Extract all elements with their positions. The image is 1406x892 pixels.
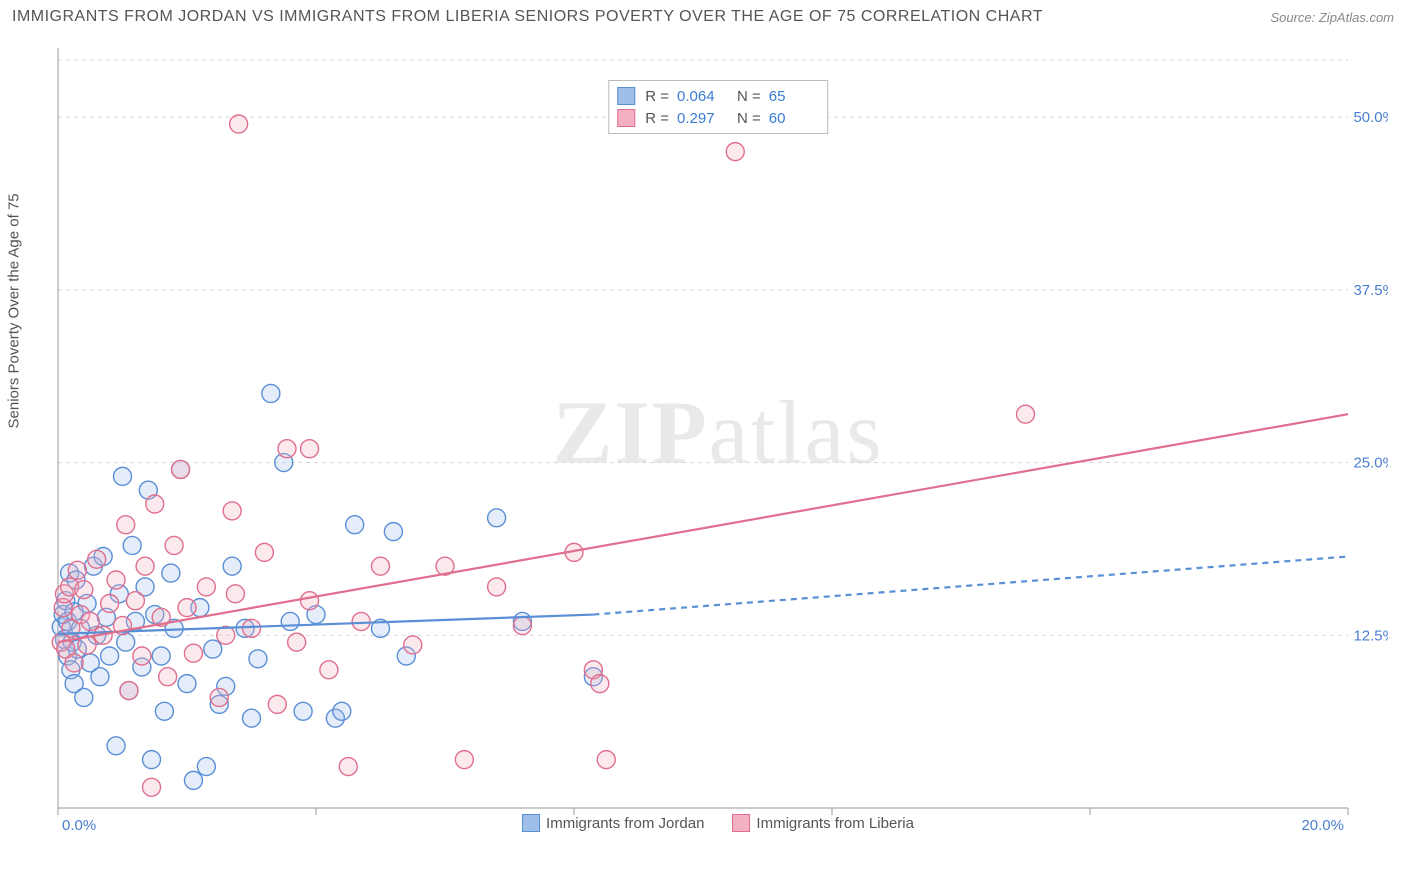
title-bar: IMMIGRANTS FROM JORDAN VS IMMIGRANTS FRO… bbox=[12, 8, 1394, 26]
svg-text:37.5%: 37.5% bbox=[1353, 282, 1388, 299]
legend-stats: R = 0.064 N = 65 R = 0.297 N = 60 bbox=[608, 80, 828, 134]
chart-area: ZIPatlas 12.5%25.0%37.5%50.0%0.0%20.0% R… bbox=[48, 38, 1388, 838]
r-label: R = bbox=[645, 110, 669, 127]
legend-swatch-liberia bbox=[732, 814, 750, 832]
r-value-jordan: 0.064 bbox=[677, 88, 727, 105]
n-label: N = bbox=[737, 110, 761, 127]
svg-text:12.5%: 12.5% bbox=[1353, 627, 1388, 644]
r-label: R = bbox=[645, 88, 669, 105]
legend-stats-row: R = 0.297 N = 60 bbox=[617, 107, 819, 129]
legend-swatch-jordan bbox=[522, 814, 540, 832]
legend-stats-row: R = 0.064 N = 65 bbox=[617, 85, 819, 107]
n-label: N = bbox=[737, 88, 761, 105]
svg-text:50.0%: 50.0% bbox=[1353, 109, 1388, 126]
n-value-jordan: 65 bbox=[769, 88, 819, 105]
source-attribution: Source: ZipAtlas.com bbox=[1270, 10, 1394, 25]
legend-label-liberia: Immigrants from Liberia bbox=[756, 815, 914, 832]
svg-text:20.0%: 20.0% bbox=[1301, 817, 1344, 834]
legend-swatch-liberia bbox=[617, 109, 635, 127]
legend-item-jordan: Immigrants from Jordan bbox=[522, 814, 704, 832]
legend-label-jordan: Immigrants from Jordan bbox=[546, 815, 704, 832]
y-axis-label: Seniors Poverty Over the Age of 75 bbox=[6, 193, 23, 428]
legend-swatch-jordan bbox=[617, 87, 635, 105]
scatter-plot: 12.5% 25.0% 37.5% 50.0% 0.0% 20.0% bbox=[48, 38, 1388, 838]
svg-text:0.0%: 0.0% bbox=[62, 817, 96, 834]
r-value-liberia: 0.297 bbox=[677, 110, 727, 127]
svg-text:25.0%: 25.0% bbox=[1353, 455, 1388, 472]
legend-item-liberia: Immigrants from Liberia bbox=[732, 814, 914, 832]
legend-series: Immigrants from Jordan Immigrants from L… bbox=[522, 814, 914, 832]
n-value-liberia: 60 bbox=[769, 110, 819, 127]
chart-title: IMMIGRANTS FROM JORDAN VS IMMIGRANTS FRO… bbox=[12, 8, 1043, 26]
